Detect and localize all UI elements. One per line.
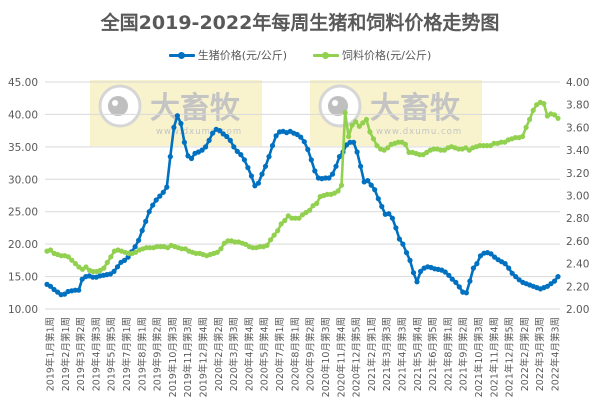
y-right-tick-label: 2.60 bbox=[566, 236, 589, 248]
chart-title: 全国2019-2022年每周生猪和饲料价格走势图 bbox=[100, 12, 500, 34]
x-tick-label: 2019年11月第3周 bbox=[182, 317, 194, 397]
x-tick-label: 2022年2月第2周 bbox=[519, 317, 531, 391]
y-axis-left: 45.00 40.00 35.00 30.00 25.00 20.00 15.00 10.00 bbox=[8, 77, 38, 316]
y-right-tick-label: 2.20 bbox=[566, 281, 589, 293]
y-right-tick-label: 3.00 bbox=[566, 191, 589, 203]
x-tick-label: 2021年4月第3周 bbox=[396, 317, 408, 391]
y-left-tick-label: 20.00 bbox=[8, 239, 38, 251]
x-tick-label: 2021年12月第5周 bbox=[504, 317, 516, 397]
watermark-url: www.dxumu.com bbox=[376, 127, 462, 137]
legend-label-feed-price: 饲料价格(元/公斤) bbox=[342, 49, 432, 62]
x-tick-label: 2020年9月第2周 bbox=[305, 317, 317, 391]
y-right-tick-label: 2.00 bbox=[566, 304, 589, 316]
x-tick-label: 2020年5月第4周 bbox=[259, 317, 271, 391]
data-series bbox=[44, 99, 561, 298]
series-pig-price bbox=[44, 113, 561, 298]
x-tick-label: 2019年2月第1周 bbox=[60, 317, 72, 391]
y-axis-right: 4.00 3.80 3.60 3.40 3.20 3.00 2.80 2.60 2.40 2.20… bbox=[566, 77, 589, 316]
watermark-logo-icon bbox=[318, 84, 362, 128]
y-right-tick-label: 3.80 bbox=[566, 100, 589, 112]
y-left-tick-label: 25.00 bbox=[8, 207, 38, 219]
legend-swatch-green-icon bbox=[313, 51, 339, 59]
y-left-tick-label: 15.00 bbox=[8, 272, 38, 284]
y-right-tick-label: 2.80 bbox=[566, 213, 589, 225]
y-right-tick-label: 2.40 bbox=[566, 259, 589, 271]
x-tick-label: 2021年5月第4周 bbox=[412, 317, 424, 391]
x-tick-label: 2021年11月第4周 bbox=[488, 317, 500, 397]
x-tick-label: 2021年9月第2周 bbox=[458, 317, 470, 391]
x-tick-label: 2019年3月第2周 bbox=[75, 317, 87, 391]
watermark-url: www.dxumu.com bbox=[156, 127, 242, 137]
legend-swatch-blue-icon bbox=[168, 51, 195, 59]
x-tick-label: 2019年4月第3周 bbox=[90, 317, 102, 391]
y-left-tick-label: 10.00 bbox=[8, 304, 38, 316]
x-tick-label: 2019年1月第1周 bbox=[45, 317, 57, 391]
x-tick-label: 2019年10月第3周 bbox=[167, 317, 179, 397]
legend-item-pig-price: 生猪价格(元/公斤) bbox=[168, 47, 287, 63]
x-tick-label: 2020年2月第2周 bbox=[213, 317, 225, 391]
legend-item-feed-price: 饲料价格(元/公斤) bbox=[313, 47, 431, 63]
x-tick-label: 2019年12月第4周 bbox=[198, 317, 210, 397]
x-tick-label: 2019年8月第1周 bbox=[136, 317, 148, 391]
watermark-brand: 大畜牧 bbox=[150, 91, 241, 126]
x-tick-label: 2020年10月第3周 bbox=[320, 317, 332, 397]
y-right-tick-label: 3.40 bbox=[566, 145, 589, 157]
x-tick-label: 2019年7月第1周 bbox=[121, 317, 133, 391]
watermark-logo-icon bbox=[98, 84, 142, 128]
watermark-brand: 大畜牧 bbox=[370, 91, 461, 126]
x-tick-label: 2021年10月第3周 bbox=[473, 317, 485, 397]
y-right-tick-label: 3.20 bbox=[566, 168, 589, 180]
y-left-tick-label: 45.00 bbox=[8, 77, 38, 89]
x-tick-label: 2019年5月第5周 bbox=[106, 317, 118, 391]
x-tick-label: 2021年6月第5周 bbox=[427, 317, 439, 391]
series-feed-price bbox=[44, 99, 561, 275]
y-right-tick-label: 4.00 bbox=[566, 77, 589, 89]
x-tick-label: 2022年4月第3周 bbox=[550, 317, 562, 391]
x-tick-label: 2020年12月第5周 bbox=[351, 317, 363, 397]
x-tick-label: 2020年8月第1周 bbox=[289, 317, 301, 391]
y-left-tick-label: 35.00 bbox=[8, 142, 38, 154]
x-tick-label: 2020年3月第3周 bbox=[228, 317, 240, 391]
x-tick-label: 2020年11月第4周 bbox=[335, 317, 347, 397]
x-tick-label: 2019年9月第2周 bbox=[152, 317, 164, 391]
x-tick-label: 2021年8月第1周 bbox=[442, 317, 454, 391]
x-axis: 2019年1月第1周 2019年2月第1周 2019年3月第2周 2019年4月第3周… bbox=[45, 317, 562, 397]
x-tick-label: 2020年4月第4周 bbox=[243, 317, 255, 391]
legend-label-pig-price: 生猪价格(元/公斤) bbox=[197, 49, 287, 62]
x-tick-label: 2021年2月第1周 bbox=[366, 317, 378, 391]
x-tick-label: 2022年3月第3周 bbox=[534, 317, 546, 391]
y-left-tick-label: 30.00 bbox=[8, 174, 38, 186]
y-left-tick-label: 40.00 bbox=[8, 109, 38, 121]
x-tick-label: 2020年7月第1周 bbox=[274, 317, 286, 391]
x-tick-label: 2021年3月第3周 bbox=[381, 317, 393, 391]
chart-legend: 生猪价格(元/公斤) 饲料价格(元/公斤) bbox=[0, 47, 600, 63]
y-right-tick-label: 3.60 bbox=[566, 122, 589, 134]
